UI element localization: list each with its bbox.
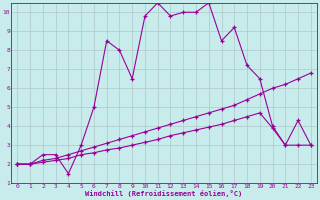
X-axis label: Windchill (Refroidissement éolien,°C): Windchill (Refroidissement éolien,°C) xyxy=(85,190,243,197)
